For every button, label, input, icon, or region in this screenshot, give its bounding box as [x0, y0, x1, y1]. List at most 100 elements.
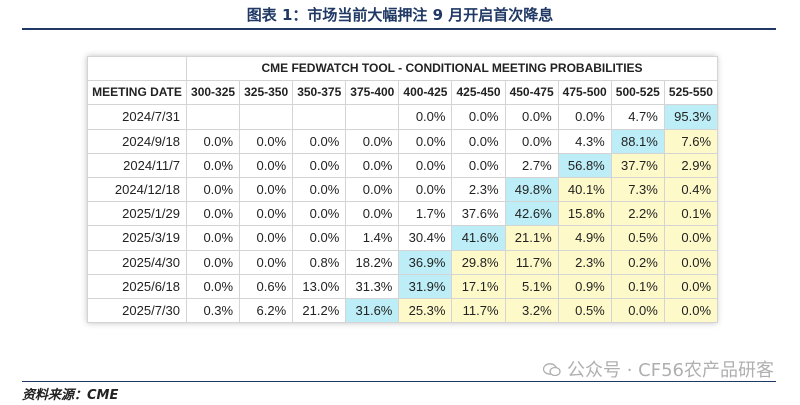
- meeting-date-cell: 2025/1/29: [87, 201, 187, 227]
- probability-cell: [239, 104, 294, 130]
- probability-cell: [345, 104, 400, 130]
- table-row: 2024/7/31 0.0% 0.0% 0.0% 0.0% 4.7% 95.3%: [87, 104, 719, 130]
- meeting-date-cell: 2024/7/31: [87, 104, 187, 130]
- probability-cell: 7.6%: [663, 128, 719, 154]
- probability-cell: 0.0%: [239, 201, 294, 227]
- probability-cell: 0.0%: [557, 104, 612, 130]
- probability-cell: 0.0%: [398, 176, 453, 203]
- probability-cell: 42.6%: [504, 201, 559, 227]
- table-row: 2025/6/18 0.0% 0.6% 13.0% 31.3% 31.9% 17.1% 5.1…: [87, 273, 719, 299]
- probability-cell: 37.7%: [610, 152, 665, 178]
- table-row: 2025/3/19 0.0% 0.0% 0.0% 1.4% 30.4% 41.6% 21.1%…: [87, 225, 719, 251]
- rate-range-header: 500-525: [610, 80, 665, 106]
- probability-cell: 0.0%: [345, 152, 400, 178]
- probability-cell: 5.1%: [504, 273, 559, 299]
- probability-cell: 0.0%: [451, 104, 506, 130]
- title-rule: [22, 28, 776, 30]
- rate-range-header: 525-550: [663, 80, 719, 106]
- probability-cell: 36.9%: [398, 249, 453, 275]
- probability-cell: 11.7%: [504, 249, 559, 275]
- probability-cell: 2.3%: [557, 249, 612, 275]
- fedwatch-table: CME FEDWATCH TOOL - CONDITIONAL MEETING …: [87, 55, 719, 324]
- probability-cell: 0.0%: [504, 104, 559, 130]
- probability-cell: 0.0%: [398, 152, 453, 178]
- probability-cell: 0.4%: [663, 176, 719, 203]
- probability-cell: 25.3%: [398, 297, 453, 324]
- probability-cell: 31.3%: [345, 273, 400, 299]
- probability-cell: [185, 104, 241, 130]
- probability-cell: 0.0%: [663, 297, 719, 324]
- probability-cell: 29.8%: [451, 249, 506, 275]
- probability-cell: 1.4%: [345, 225, 400, 251]
- rate-range-header: 450-475: [504, 80, 559, 106]
- table-row: 2025/4/30 0.0% 0.0% 0.8% 18.2% 36.9% 29.8% 11.7…: [87, 249, 719, 275]
- probability-cell: 7.3%: [610, 176, 665, 203]
- probability-cell: 6.2%: [239, 297, 294, 324]
- table-title-row: CME FEDWATCH TOOL - CONDITIONAL MEETING …: [87, 55, 719, 82]
- probability-cell: 0.2%: [610, 249, 665, 275]
- table-row: 2024/11/7 0.0% 0.0% 0.0% 0.0% 0.0% 0.0% 2.7% 56.…: [87, 152, 719, 178]
- probability-cell: 0.0%: [451, 152, 506, 178]
- probability-cell: 0.0%: [185, 128, 241, 154]
- fedwatch-table-panel: CME FEDWATCH TOOL - CONDITIONAL MEETING …: [87, 55, 719, 324]
- probability-cell: 0.8%: [292, 249, 347, 275]
- probability-cell: 0.0%: [239, 176, 294, 203]
- rate-range-header: 300-325: [185, 80, 241, 106]
- probability-cell: 0.0%: [185, 176, 241, 203]
- probability-cell: 0.0%: [185, 249, 241, 275]
- probability-cell: 11.7%: [451, 297, 506, 324]
- meeting-date-cell: 2025/4/30: [87, 249, 187, 275]
- watermark: 公众号 · CF56农产品研客: [543, 356, 774, 382]
- probability-cell: 4.9%: [557, 225, 612, 251]
- probability-cell: 3.2%: [504, 297, 559, 324]
- probability-cell: 31.6%: [345, 297, 400, 324]
- probability-cell: 0.0%: [185, 201, 241, 227]
- probability-cell: 0.0%: [292, 225, 347, 251]
- probability-cell: 18.2%: [345, 249, 400, 275]
- probability-cell: 0.0%: [345, 176, 400, 203]
- table-row: 2024/9/18 0.0% 0.0% 0.0% 0.0% 0.0% 0.0% 0.0% 4.3…: [87, 128, 719, 154]
- rate-range-header: 475-500: [557, 80, 612, 106]
- probability-cell: 1.7%: [398, 201, 453, 227]
- probability-cell: 0.0%: [239, 225, 294, 251]
- probability-cell: 0.0%: [398, 128, 453, 154]
- table-row: 2025/7/30 0.3% 6.2% 21.2% 31.6% 25.3% 11.7% 3.2…: [87, 297, 719, 324]
- column-header-row: MEETING DATE 300-325 325-350 350-375 375-40…: [87, 80, 719, 106]
- probability-cell: 41.6%: [451, 225, 506, 251]
- probability-cell: 31.9%: [398, 273, 453, 299]
- probability-cell: 0.0%: [239, 249, 294, 275]
- footer-rule: [22, 381, 776, 382]
- meeting-date-cell: 2025/6/18: [87, 273, 187, 299]
- probability-cell: 0.0%: [398, 104, 453, 130]
- table-corner-cell: [87, 55, 187, 82]
- meeting-date-cell: 2024/9/18: [87, 128, 187, 154]
- probability-cell: 13.0%: [292, 273, 347, 299]
- probability-cell: 0.0%: [239, 152, 294, 178]
- probability-cell: 2.7%: [504, 152, 559, 178]
- table-title: CME FEDWATCH TOOL - CONDITIONAL MEETING …: [185, 55, 719, 82]
- probability-cell: 21.2%: [292, 297, 347, 324]
- probability-cell: 0.0%: [345, 201, 400, 227]
- probability-cell: 0.0%: [239, 128, 294, 154]
- probability-cell: 0.0%: [345, 128, 400, 154]
- rate-range-header: 350-375: [292, 80, 347, 106]
- probability-cell: 0.5%: [557, 297, 612, 324]
- wechat-icon: [543, 363, 561, 377]
- probability-cell: 30.4%: [398, 225, 453, 251]
- probability-cell: 49.8%: [504, 176, 559, 203]
- probability-cell: 0.1%: [663, 201, 719, 227]
- probability-cell: 2.2%: [610, 201, 665, 227]
- meeting-date-cell: 2024/12/18: [87, 176, 187, 203]
- meeting-date-cell: 2024/11/7: [87, 152, 187, 178]
- figure-title: 图表 1：市场当前大幅押注 9 月开启首次降息: [246, 6, 554, 24]
- probability-cell: 88.1%: [610, 128, 665, 154]
- probability-cell: 0.0%: [663, 225, 719, 251]
- probability-cell: 4.7%: [610, 104, 665, 130]
- table-body: 2024/7/31 0.0% 0.0% 0.0% 0.0% 4.7% 95.3% 2024/9…: [87, 104, 719, 324]
- probability-cell: 17.1%: [451, 273, 506, 299]
- probability-cell: 0.0%: [292, 152, 347, 178]
- probability-cell: 40.1%: [557, 176, 612, 203]
- probability-cell: 0.5%: [610, 225, 665, 251]
- meeting-date-cell: 2025/7/30: [87, 297, 187, 324]
- table-row: 2024/12/18 0.0% 0.0% 0.0% 0.0% 0.0% 2.3% 49.8% 4…: [87, 176, 719, 203]
